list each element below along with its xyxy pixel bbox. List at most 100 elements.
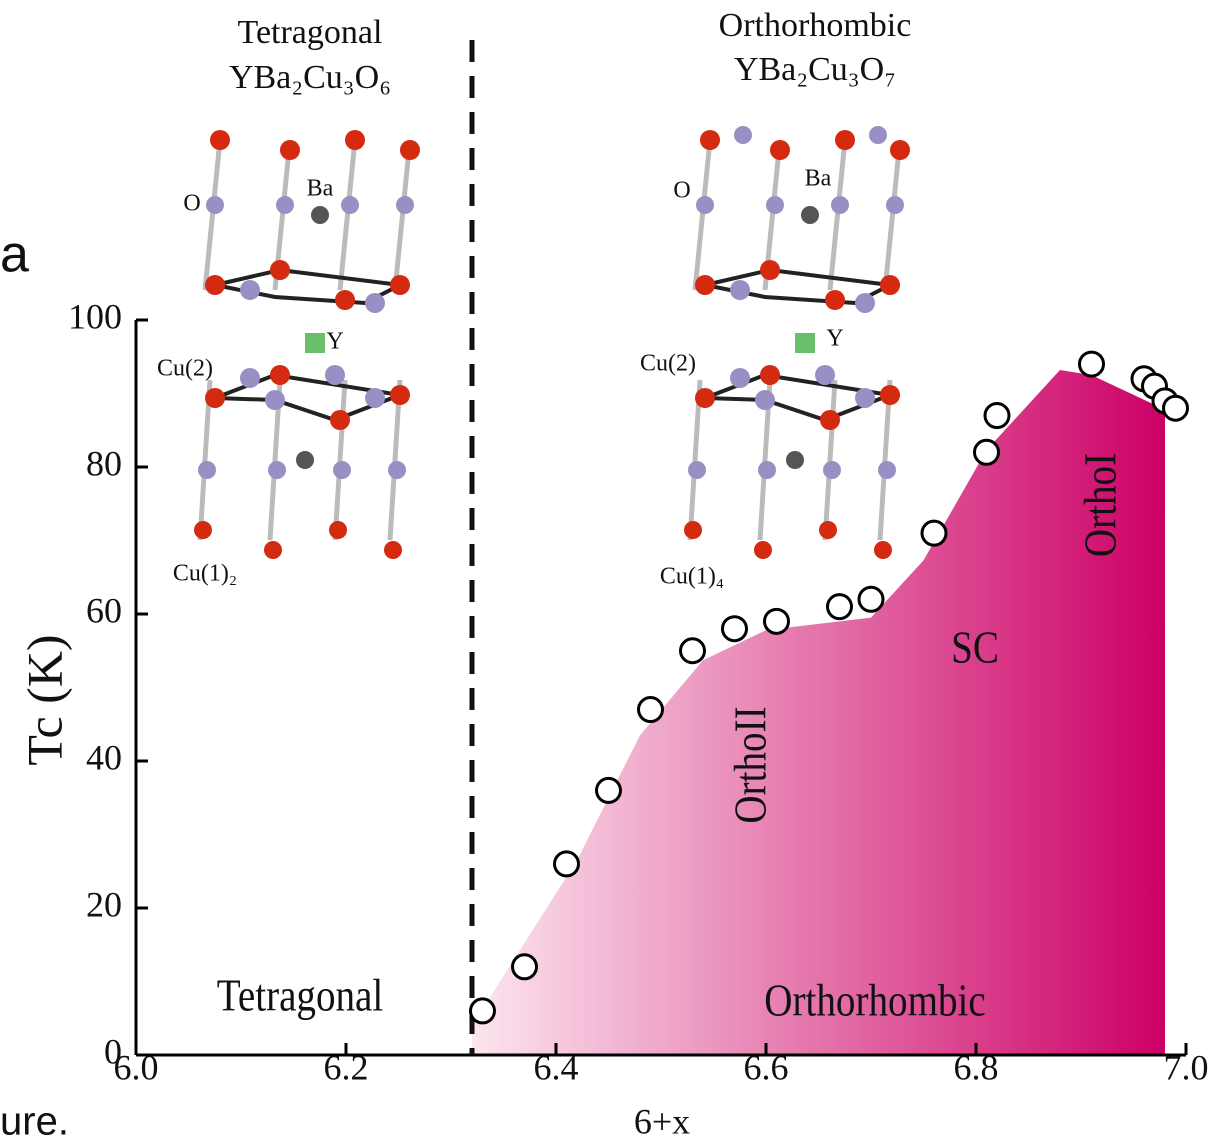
cu-atom bbox=[684, 521, 702, 539]
atom bbox=[265, 390, 285, 410]
ba-atom bbox=[296, 451, 314, 469]
atom bbox=[325, 365, 345, 385]
cu-atom bbox=[770, 140, 790, 160]
o-atom bbox=[766, 196, 784, 214]
data-point bbox=[681, 639, 705, 663]
atom-label: Cu(2) bbox=[640, 351, 696, 377]
x-tick-label: 6.0 bbox=[114, 1047, 159, 1087]
o-atom bbox=[696, 196, 714, 214]
y-tick-label: 60 bbox=[86, 590, 122, 630]
atom bbox=[760, 365, 780, 385]
cu-atom bbox=[400, 140, 420, 160]
y-axis-label: Tc (K) bbox=[16, 634, 72, 765]
bond bbox=[335, 380, 345, 540]
atom bbox=[825, 290, 845, 310]
atom bbox=[855, 388, 875, 408]
structure-formula: YBa₂Cu₃O₆ bbox=[229, 59, 391, 96]
y-tick-label: 100 bbox=[68, 296, 122, 336]
atom bbox=[730, 368, 750, 388]
ba-atom bbox=[801, 206, 819, 224]
data-point bbox=[1164, 396, 1188, 420]
o-atom bbox=[688, 461, 706, 479]
o-atom bbox=[758, 461, 776, 479]
o-atom bbox=[734, 126, 752, 144]
cu-atom bbox=[874, 541, 892, 559]
data-point bbox=[723, 617, 747, 641]
atom bbox=[330, 410, 350, 430]
o-atom bbox=[388, 461, 406, 479]
y-tick-label: 20 bbox=[86, 884, 122, 924]
o-atom bbox=[276, 196, 294, 214]
cu-atom bbox=[384, 541, 402, 559]
atom-label: Y bbox=[826, 326, 843, 352]
atom bbox=[205, 388, 225, 408]
o-atom bbox=[396, 196, 414, 214]
data-point bbox=[975, 440, 999, 464]
atom bbox=[390, 275, 410, 295]
cu-atom bbox=[345, 130, 365, 150]
ba-atom bbox=[786, 451, 804, 469]
cu-atom bbox=[819, 521, 837, 539]
x-tick-label: 6.8 bbox=[954, 1047, 999, 1087]
bond bbox=[205, 140, 220, 290]
bond bbox=[340, 140, 355, 290]
atom-label: O bbox=[673, 178, 690, 204]
atom bbox=[755, 390, 775, 410]
data-point bbox=[639, 698, 663, 722]
o-atom bbox=[206, 196, 224, 214]
data-point bbox=[555, 852, 579, 876]
data-point bbox=[828, 595, 852, 619]
atom bbox=[880, 275, 900, 295]
chart: 0204060801006.06.26.46.66.87.06+xTc (K)T… bbox=[0, 0, 1219, 1147]
cu-atom bbox=[194, 521, 212, 539]
cu-atom bbox=[210, 130, 230, 150]
crystal-structure bbox=[684, 126, 910, 559]
atom-label: Cu(2) bbox=[157, 356, 213, 382]
bond bbox=[830, 140, 845, 290]
data-point bbox=[471, 999, 495, 1023]
atom-label: O bbox=[183, 191, 200, 217]
annotation: OrthoI bbox=[1076, 453, 1127, 557]
x-tick-label: 7.0 bbox=[1164, 1047, 1209, 1087]
o-atom bbox=[886, 196, 904, 214]
cu-atom bbox=[329, 521, 347, 539]
atom bbox=[390, 385, 410, 405]
atom-label: Cu(1)₄ bbox=[660, 564, 724, 590]
annotation: Tetragonal bbox=[217, 971, 384, 1022]
data-point bbox=[859, 587, 883, 611]
cu-atom bbox=[700, 130, 720, 150]
structure-title: Orthorhombic bbox=[719, 7, 912, 44]
x-axis-label: 6+x bbox=[634, 1101, 690, 1141]
atom-label: Ba bbox=[307, 176, 334, 202]
o-atom bbox=[823, 461, 841, 479]
data-point bbox=[513, 955, 537, 979]
cu-atom bbox=[890, 140, 910, 160]
y-tick-label: 80 bbox=[86, 443, 122, 483]
structure-formula: YBa₂Cu₃O₇ bbox=[734, 51, 896, 88]
bond bbox=[825, 380, 835, 540]
o-atom bbox=[878, 461, 896, 479]
atom bbox=[695, 275, 715, 295]
atom bbox=[815, 365, 835, 385]
o-atom bbox=[341, 196, 359, 214]
o-atom bbox=[268, 461, 286, 479]
cu-atom bbox=[835, 130, 855, 150]
atom bbox=[880, 385, 900, 405]
atom bbox=[760, 260, 780, 280]
cu-atom bbox=[264, 541, 282, 559]
atom bbox=[335, 290, 355, 310]
o-atom bbox=[869, 126, 887, 144]
text-fragment: ure. bbox=[0, 1100, 69, 1144]
atom bbox=[240, 368, 260, 388]
annotation: SC bbox=[951, 623, 999, 674]
annotation: OrthoII bbox=[726, 706, 777, 823]
data-point bbox=[985, 404, 1009, 428]
atom bbox=[205, 275, 225, 295]
atom-label: Ba bbox=[805, 166, 832, 192]
o-atom bbox=[198, 461, 216, 479]
atom bbox=[365, 388, 385, 408]
atom-label: Y bbox=[326, 329, 343, 355]
atom bbox=[695, 388, 715, 408]
atom bbox=[730, 280, 750, 300]
cu-atom bbox=[754, 541, 772, 559]
